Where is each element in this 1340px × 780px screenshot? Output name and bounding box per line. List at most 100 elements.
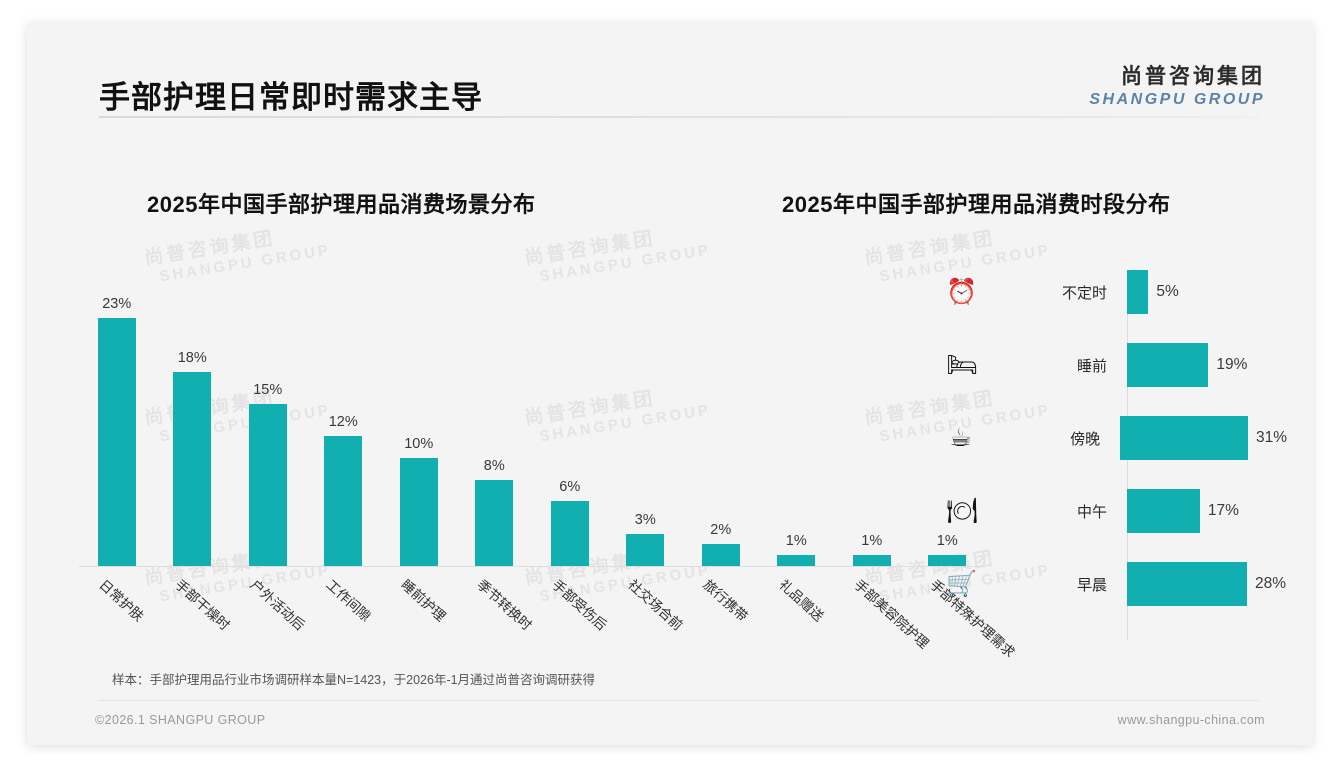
scenario-bar-value: 23% [102, 295, 132, 312]
scenario-bar [701, 544, 740, 566]
scenario-bar [626, 533, 665, 566]
timeslot-bar [1127, 489, 1200, 533]
scenario-bar-group: 1% [759, 267, 835, 566]
scenario-bar-chart: 23% 18% 15% 12% 10% 8% 6% 3% 2% 1% 1% 1% 日常护肤 手部干燥时户… [67, 267, 1017, 660]
scenario-bar-value: 18% [177, 349, 207, 366]
scenario-bar-group: 1% [910, 267, 986, 566]
scenario-label-cell: 礼品赠送 [759, 568, 835, 678]
scenario-category-label: 旅行携带 [700, 576, 751, 625]
timeslot-bar [1127, 270, 1149, 314]
timeslot-row: 🍽 中午 17% [927, 489, 1287, 533]
timeslot-bar-chart: ⏰ 不定时 5% 🛏 睡前 19% ☕ 傍晚 31% 🍽 中午 17% 🛒 早晨 28% [927, 270, 1287, 640]
scenario-bar-group: 10% [381, 267, 457, 566]
scenario-category-labels: 日常护肤 手部干燥时 户外活动后 工作间隙 睡前护理 季节转换时 手部受伤后 社交场合前 旅行携… [79, 568, 1017, 678]
scenario-bar-value: 10% [404, 436, 434, 452]
watermark-cn: 尚普咨询集团 [143, 228, 277, 270]
watermark-cn: 尚普咨询集团 [863, 228, 997, 270]
scenario-category-label: 睡前护理 [398, 576, 449, 625]
timeslot-bar-value: 19% [1216, 356, 1248, 373]
scenario-bar-value: 3% [634, 511, 656, 528]
logo-text-cn: 尚普咨询集团 [1121, 65, 1265, 88]
timeslot-category-label: 傍晚 [1070, 430, 1101, 448]
scenario-bar-group: 3% [608, 267, 684, 566]
header-divider [99, 116, 1259, 118]
hot-beverage-icon: ☕ [949, 423, 972, 452]
timeslot-bar-value: 31% [1255, 429, 1287, 446]
scenario-category-label: 户外活动后 [247, 576, 308, 634]
timeslot-bar-value: 5% [1156, 283, 1179, 300]
scenario-bar-value: 6% [559, 479, 581, 496]
timeslot-category-label: 早晨 [1076, 576, 1107, 594]
scenario-bar-value: 1% [785, 533, 807, 550]
scenario-label-cell: 社交场合前 [608, 568, 685, 678]
scenario-bar-value: 8% [483, 457, 505, 474]
scenario-bar-group: 23% [79, 267, 155, 566]
timeslot-row: 🛏 睡前 19% [927, 343, 1287, 387]
timeslot-bar-value: 28% [1255, 575, 1287, 592]
scenario-label-cell: 旅行携带 [683, 568, 759, 678]
scenario-bar-group: 1% [834, 267, 910, 566]
watermark-cn: 尚普咨询集团 [523, 228, 657, 270]
scenario-bar-value: 1% [936, 533, 958, 550]
scenario-bar-group: 6% [532, 267, 608, 566]
scenario-bar-group: 8% [457, 267, 533, 566]
scenario-category-label: 礼品赠送 [775, 576, 826, 625]
scenario-category-label: 手部干燥时 [171, 576, 232, 634]
scenario-category-label: 手部受伤后 [549, 576, 610, 634]
scenario-bar-group: 15% [230, 267, 306, 566]
scenario-label-cell: 户外活动后 [230, 568, 307, 678]
scenario-bars: 23% 18% 15% 12% 10% 8% 6% 3% 2% 1% 1% 1% [79, 267, 985, 566]
scenario-bar-value: 12% [328, 414, 358, 431]
chart-title-scenario: 2025年中国手部护理用品消费场景分布 [147, 192, 536, 217]
scenario-bar-group: 2% [683, 267, 759, 566]
scenario-bar [97, 317, 136, 566]
scenario-bar [852, 555, 891, 566]
scenario-bar [550, 501, 589, 566]
scenario-label-cell: 手部干燥时 [155, 568, 232, 678]
brand-logo: 尚普咨询集团 SHANGPU GROUP [1089, 60, 1265, 109]
scenario-category-label: 社交场合前 [624, 576, 685, 634]
scenario-bar [777, 555, 816, 566]
copyright-text: ©2026.1 SHANGPU GROUP [95, 713, 266, 727]
timeslot-row: 🛒 早晨 28% [927, 562, 1287, 606]
scenario-bar-value: 1% [861, 533, 883, 550]
scenario-bar [928, 555, 967, 566]
scenario-bar [173, 371, 212, 566]
scenario-label-cell: 日常护肤 [79, 568, 155, 678]
chart-title-timeslot: 2025年中国手部护理用品消费时段分布 [782, 192, 1171, 217]
scenario-label-cell: 季节转换时 [457, 568, 534, 678]
timeslot-row: ☕ 傍晚 31% [927, 416, 1287, 460]
sample-note: 样本：手部护理用品行业市场调研样本量N=1423，于2026年-1月通过尚普咨询… [112, 673, 596, 687]
timeslot-category-label: 睡前 [1076, 357, 1107, 375]
scenario-label-cell: 手部美容院护理 [834, 568, 931, 678]
footer-divider [99, 700, 1259, 701]
timeslot-bar [1127, 562, 1247, 606]
timeslot-bar [1127, 343, 1209, 387]
alarm-clock-icon: ⏰ [946, 277, 978, 306]
scenario-label-cell: 手部受伤后 [532, 568, 609, 678]
scenario-bar-group: 12% [306, 267, 382, 566]
timeslot-category-label: 不定时 [1061, 284, 1107, 302]
scenario-category-label: 工作间隙 [322, 576, 373, 625]
timeslot-bar [1120, 416, 1248, 460]
scenario-label-cell: 工作间隙 [306, 568, 382, 678]
scenario-axis-baseline [79, 566, 984, 567]
timeslot-row: ⏰ 不定时 5% [927, 270, 1287, 314]
scenario-label-cell: 睡前护理 [381, 568, 457, 678]
scenario-category-label: 日常护肤 [96, 576, 147, 625]
scenario-bar-value: 15% [253, 382, 283, 398]
scenario-bar-value: 2% [710, 522, 732, 539]
timeslot-bar-value: 17% [1207, 502, 1239, 519]
scenario-bar [324, 436, 363, 566]
scenario-category-label: 季节转换时 [473, 576, 534, 634]
website-link[interactable]: www.shangpu-china.com [1117, 713, 1265, 727]
slide-canvas: 尚普咨询集团 SHANGPU GROUP 尚普咨询集团 SHANGPU GROU… [27, 22, 1313, 745]
bed-icon: 🛏 [946, 350, 978, 379]
scenario-bar [399, 458, 438, 566]
logo-text-en: SHANGPU GROUP [1089, 91, 1265, 108]
scenario-bar-group: 18% [155, 267, 231, 566]
shopping-cart-icon: 🛒 [946, 569, 978, 598]
slide-header: 手部护理日常即时需求主导 尚普咨询集团 SHANGPU GROUP [27, 22, 1313, 116]
scenario-bar [475, 479, 514, 566]
cutlery-plate-icon: 🍽 [946, 496, 978, 525]
